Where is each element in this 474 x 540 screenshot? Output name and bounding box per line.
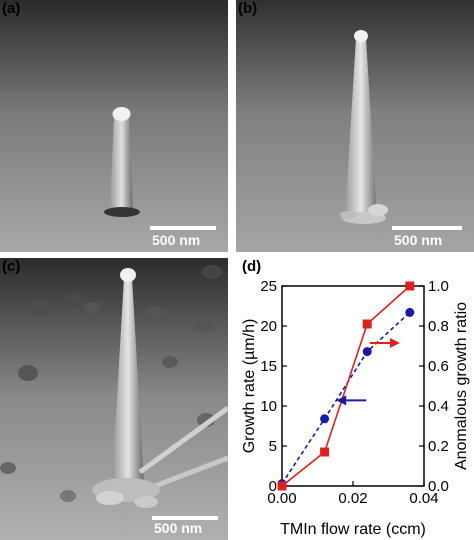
y2-axis-label: Anomalous growth ratio — [453, 302, 470, 470]
y-tick-label: 20 — [260, 318, 277, 335]
panel-c: (c) 500 nm — [0, 258, 228, 540]
series-line-growth-rate — [281, 311, 411, 485]
panel-label-d: (d) — [242, 258, 262, 275]
data-point-square — [405, 281, 415, 291]
series-line-anomalous-ratio — [281, 285, 411, 487]
y-tick-label: 5 — [269, 438, 277, 455]
arrowhead-left-icon — [336, 395, 347, 406]
y2-tick-label: 0.6 — [428, 358, 449, 375]
data-point-square — [320, 447, 330, 457]
scalebar-label-c: 500 nm — [154, 520, 203, 536]
x-tick-label: 0.02 — [338, 490, 367, 507]
panel-d: (d) 0.00 0.02 0.04 0 5 10 15 20 25 0.0 0.2 0.4 0.6 0.… — [232, 258, 474, 540]
y-tick-label: 10 — [260, 398, 277, 415]
y2-tick-label: 0.8 — [428, 318, 449, 335]
panel-b: (b) 500 nm — [236, 0, 474, 252]
y2-tick-label: 1.0 — [428, 278, 449, 295]
scalebar-label-b: 500 nm — [394, 232, 443, 248]
panel-label-b: (b) — [238, 0, 258, 17]
plot-frame — [281, 285, 425, 487]
data-point-square — [362, 319, 372, 329]
growth-rate-chart: 0.00 0.02 0.04 0 5 10 15 20 25 0.0 0.2 0.4 0.6 0.8 1.0… — [241, 278, 470, 538]
data-point-square — [277, 481, 287, 491]
x-tick-label: 0.04 — [409, 490, 438, 507]
y-tick-label: 0 — [269, 478, 277, 495]
x-axis-label: TMIn flow rate (ccm) — [280, 521, 426, 538]
scalebar-a — [150, 226, 216, 230]
y2-tick-label: 0.0 — [428, 478, 449, 495]
y-axis-label: Growth rate (µm/h) — [241, 319, 258, 454]
data-point-circle — [362, 347, 372, 357]
arrowhead-right-icon — [389, 338, 400, 348]
x-tick-label: 0.00 — [267, 490, 296, 507]
panel-a: (a) 500 nm — [0, 0, 228, 252]
data-point-circle — [405, 307, 415, 317]
data-point-circle — [320, 414, 330, 424]
y-tick-label: 15 — [260, 358, 277, 375]
scalebar-label-a: 500 nm — [152, 232, 201, 248]
panel-label-a: (a) — [2, 0, 21, 17]
sem-image-c — [0, 258, 228, 540]
panel-label-c: (c) — [2, 258, 21, 275]
sem-image-b — [236, 0, 474, 252]
y-tick-label: 25 — [260, 278, 277, 295]
scalebar-b — [392, 226, 462, 230]
sem-image-a — [0, 0, 228, 252]
y2-tick-label: 0.4 — [428, 398, 449, 415]
y2-tick-label: 0.2 — [428, 438, 449, 455]
scalebar-c — [152, 516, 218, 520]
